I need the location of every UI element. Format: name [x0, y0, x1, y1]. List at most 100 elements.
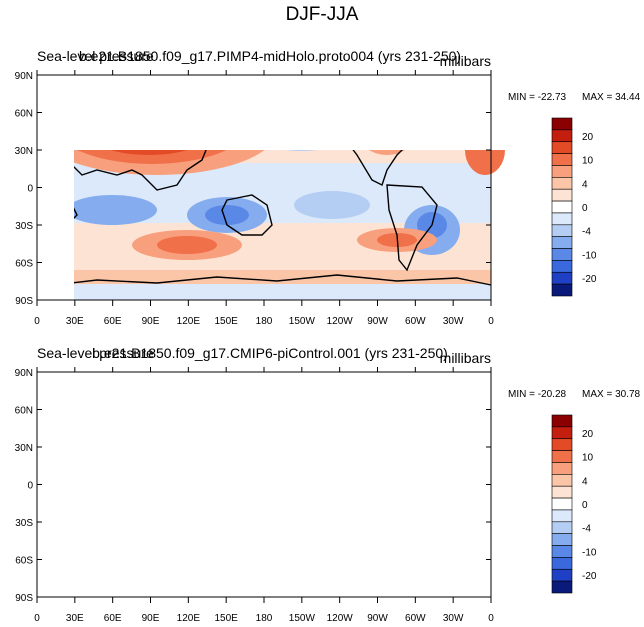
lon-tick-label: 150E — [214, 613, 238, 624]
colorbar-label: 0 — [582, 500, 588, 511]
lon-tick-label: 180 — [256, 316, 273, 327]
lat-tick-label: 30S — [15, 221, 33, 232]
colorbar-swatch — [551, 283, 573, 297]
panel-1: Sea-level pressure b.e21.B1850.f09_g17.P… — [15, 48, 641, 327]
lon-tick-label: 120E — [177, 316, 201, 327]
lat-tick-label: 90S — [15, 593, 33, 604]
lat-axis-2: 90N 60N 30N 0 30S 60S 90S — [15, 368, 491, 604]
colorbar-swatch — [551, 177, 573, 190]
lat-tick-label: 30N — [15, 443, 33, 454]
panel-2-units: millibars — [440, 350, 491, 366]
colorbar-label: 20 — [582, 429, 594, 440]
colorbar-swatch — [551, 141, 573, 154]
panel-1-units: millibars — [440, 53, 491, 69]
lon-tick-label: 120E — [177, 613, 201, 624]
map-field-1 — [74, 150, 506, 301]
lon-tick-label: 60W — [405, 316, 426, 327]
lon-tick-label: 120W — [327, 613, 354, 624]
colorbar-label: -20 — [582, 274, 597, 285]
lon-tick-label: 60E — [104, 613, 122, 624]
colorbar-swatch — [551, 580, 573, 594]
lon-tick-label: 150W — [289, 316, 316, 327]
colorbar-swatch — [551, 497, 573, 511]
colorbar-label: 0 — [582, 203, 588, 214]
colorbar-1: 20 10 4 0 -4 -10 -20 — [551, 117, 597, 297]
panel-2-min: MIN = -20.28 — [508, 389, 567, 400]
colorbar-label: -10 — [582, 250, 597, 261]
colorbar-swatch — [551, 509, 573, 523]
lat-tick-label: 60N — [15, 406, 33, 417]
lon-tick-label: 180 — [256, 613, 273, 624]
panel-1-center-label: b.e21.B1850.f09_g17.PIMP4-midHolo.proto0… — [79, 48, 461, 64]
colorbar-swatch — [551, 165, 573, 178]
colorbar-label: 4 — [582, 476, 588, 487]
colorbar-swatch — [551, 248, 573, 261]
colorbar-swatch — [551, 521, 573, 534]
lon-tick-label: 90E — [142, 613, 160, 624]
colorbar-label: 10 — [582, 453, 594, 464]
lon-tick-label: 0 — [488, 316, 494, 327]
lon-tick-label: 30E — [66, 613, 84, 624]
lon-tick-label: 30W — [443, 613, 464, 624]
lat-tick-label: 0 — [27, 481, 33, 492]
lon-tick-label: 90E — [142, 316, 160, 327]
lat-tick-label: 90S — [15, 296, 33, 307]
lon-tick-label: 150E — [214, 316, 238, 327]
colorbar-label: -20 — [582, 571, 597, 582]
lat-axis-1: 90N 60N 30N 0 30S 60S 90S — [15, 71, 491, 307]
lon-tick-label: 60E — [104, 316, 122, 327]
colorbar-swatch — [551, 212, 573, 226]
colorbar-2: 20 10 4 0 -4 -10 -20 — [551, 414, 597, 594]
colorbar-swatch — [551, 271, 573, 285]
colorbar-swatch — [551, 117, 573, 131]
lat-tick-label: 60N — [15, 109, 33, 120]
colorbar-label: -4 — [582, 227, 591, 238]
lat-tick-label: 0 — [27, 184, 33, 195]
panel-1-left-label: Sea-level pressure — [37, 48, 154, 64]
lon-tick-label: 120W — [327, 316, 354, 327]
lon-tick-label: 90W — [367, 613, 388, 624]
colorbar-swatch — [551, 188, 573, 202]
lat-tick-label: 90N — [15, 71, 33, 82]
map-field-2 — [37, 372, 505, 597]
lon-axis-2: 0 30E 60E 90E 120E 150E 180 150W 120W 90W 60W 30W 0 — [34, 367, 494, 624]
colorbar-swatch — [551, 450, 573, 463]
colorbar-label: 20 — [582, 132, 594, 143]
panel-2-center-label: b.e21.B1850.f09_g17.CMIP6-piControl.001 … — [92, 345, 448, 361]
panel-2-max: MAX = 30.78 — [582, 389, 641, 400]
lon-tick-label: 150W — [289, 613, 316, 624]
colorbar-swatch — [551, 474, 573, 487]
lon-tick-label: 90W — [367, 316, 388, 327]
colorbar-swatch — [551, 414, 573, 428]
colorbar-label: -10 — [582, 547, 597, 558]
panel-2-left-label: Sea-level pressure — [37, 345, 154, 361]
colorbar-swatch — [551, 557, 573, 570]
lon-tick-label: 0 — [34, 613, 40, 624]
map-frame-2 — [36, 371, 492, 598]
colorbar-swatch — [551, 568, 573, 582]
lon-tick-label: 30W — [443, 316, 464, 327]
colorbar-swatch — [551, 545, 573, 558]
lat-tick-label: 60S — [15, 556, 33, 567]
colorbar-swatch — [551, 224, 573, 237]
panel-1-max: MAX = 34.44 — [582, 92, 641, 103]
lon-tick-label: 30E — [66, 316, 84, 327]
colorbar-swatch — [551, 260, 573, 273]
lat-tick-label: 90N — [15, 368, 33, 379]
lat-tick-label: 30N — [15, 146, 33, 157]
lat-tick-label: 60S — [15, 259, 33, 270]
lon-tick-label: 0 — [488, 613, 494, 624]
colorbar-swatch — [551, 236, 573, 249]
colorbar-swatch — [551, 485, 573, 499]
colorbar-swatch — [551, 200, 573, 214]
colorbar-label: 4 — [582, 179, 588, 190]
figure-title: DJF-JJA — [285, 4, 359, 25]
lat-tick-label: 30S — [15, 518, 33, 529]
colorbar-swatch — [551, 462, 573, 475]
colorbar-swatch — [551, 533, 573, 546]
colorbar-label: 10 — [582, 156, 594, 167]
lon-tick-label: 0 — [34, 316, 40, 327]
panel-2: Sea-level pressure b.e21.B1850.f09_g17.C… — [15, 345, 641, 624]
colorbar-label: -4 — [582, 524, 591, 535]
